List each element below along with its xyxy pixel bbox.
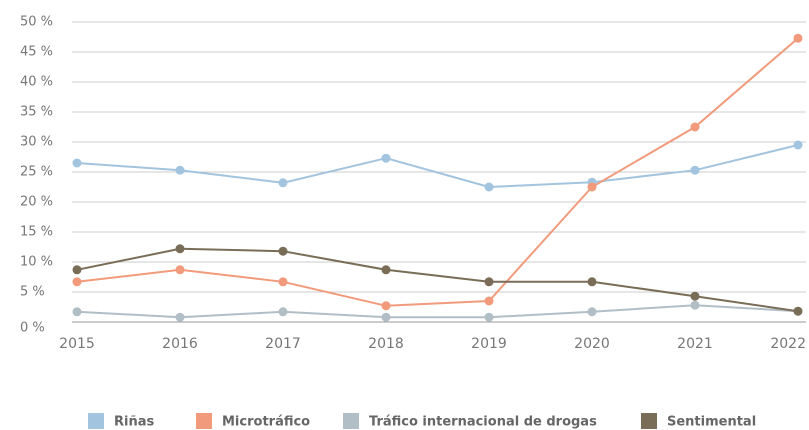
point (278, 246, 288, 256)
line (76, 144, 799, 189)
legend-label: Tráfico internacional de drogas (369, 415, 597, 430)
line (76, 37, 799, 307)
point (72, 158, 82, 168)
point (278, 307, 288, 317)
point (690, 300, 700, 310)
point (175, 165, 185, 175)
legend-swatch (641, 413, 657, 429)
x-tick-label: 2021 (677, 336, 713, 352)
point (793, 306, 803, 316)
legend-swatch (196, 413, 212, 429)
legend-swatch (343, 413, 359, 429)
y-tick-label: 35 % (20, 105, 53, 120)
point (587, 307, 597, 317)
y-tick-label: 10 % (20, 255, 53, 270)
point (72, 265, 82, 275)
legend-swatch (88, 413, 104, 429)
legend-label: Sentimental (667, 415, 756, 430)
x-tick-label: 2022 (770, 336, 806, 352)
x-tick-label: 2016 (162, 336, 198, 352)
y-tick-label: 25 % (20, 165, 53, 180)
point (587, 277, 597, 287)
legend-label: Microtráfico (222, 415, 310, 430)
point (278, 277, 288, 287)
point (484, 312, 494, 322)
point (690, 165, 700, 175)
point (793, 33, 803, 43)
point (72, 277, 82, 287)
x-tick-label: 2019 (471, 336, 507, 352)
point (381, 312, 391, 322)
point (381, 301, 391, 311)
y-tick-label: 15 % (20, 225, 53, 240)
point (381, 153, 391, 163)
x-tick-label: 2018 (368, 336, 404, 352)
x-tick-label: 2015 (59, 336, 95, 352)
point (690, 291, 700, 301)
line (76, 304, 799, 319)
point (793, 140, 803, 150)
y-tick-label: 50 % (20, 15, 53, 30)
point (175, 312, 185, 322)
point (690, 122, 700, 132)
point (175, 244, 185, 254)
line (76, 247, 799, 313)
y-tick-label: 0 % (20, 321, 45, 336)
point (484, 182, 494, 192)
y-tick-label: 5 % (20, 285, 45, 300)
point (484, 277, 494, 287)
x-tick-label: 2020 (574, 336, 610, 352)
point (175, 265, 185, 275)
point (587, 182, 597, 192)
point (484, 296, 494, 306)
y-tick-label: 40 % (20, 75, 53, 90)
point (381, 265, 391, 275)
x-tick-label: 2017 (265, 336, 301, 352)
y-tick-label: 45 % (20, 45, 53, 60)
point (72, 307, 82, 317)
y-tick-label: 20 % (20, 195, 53, 210)
y-tick-label: 30 % (20, 135, 53, 150)
point (278, 178, 288, 188)
legend-label: Riñas (114, 415, 154, 430)
